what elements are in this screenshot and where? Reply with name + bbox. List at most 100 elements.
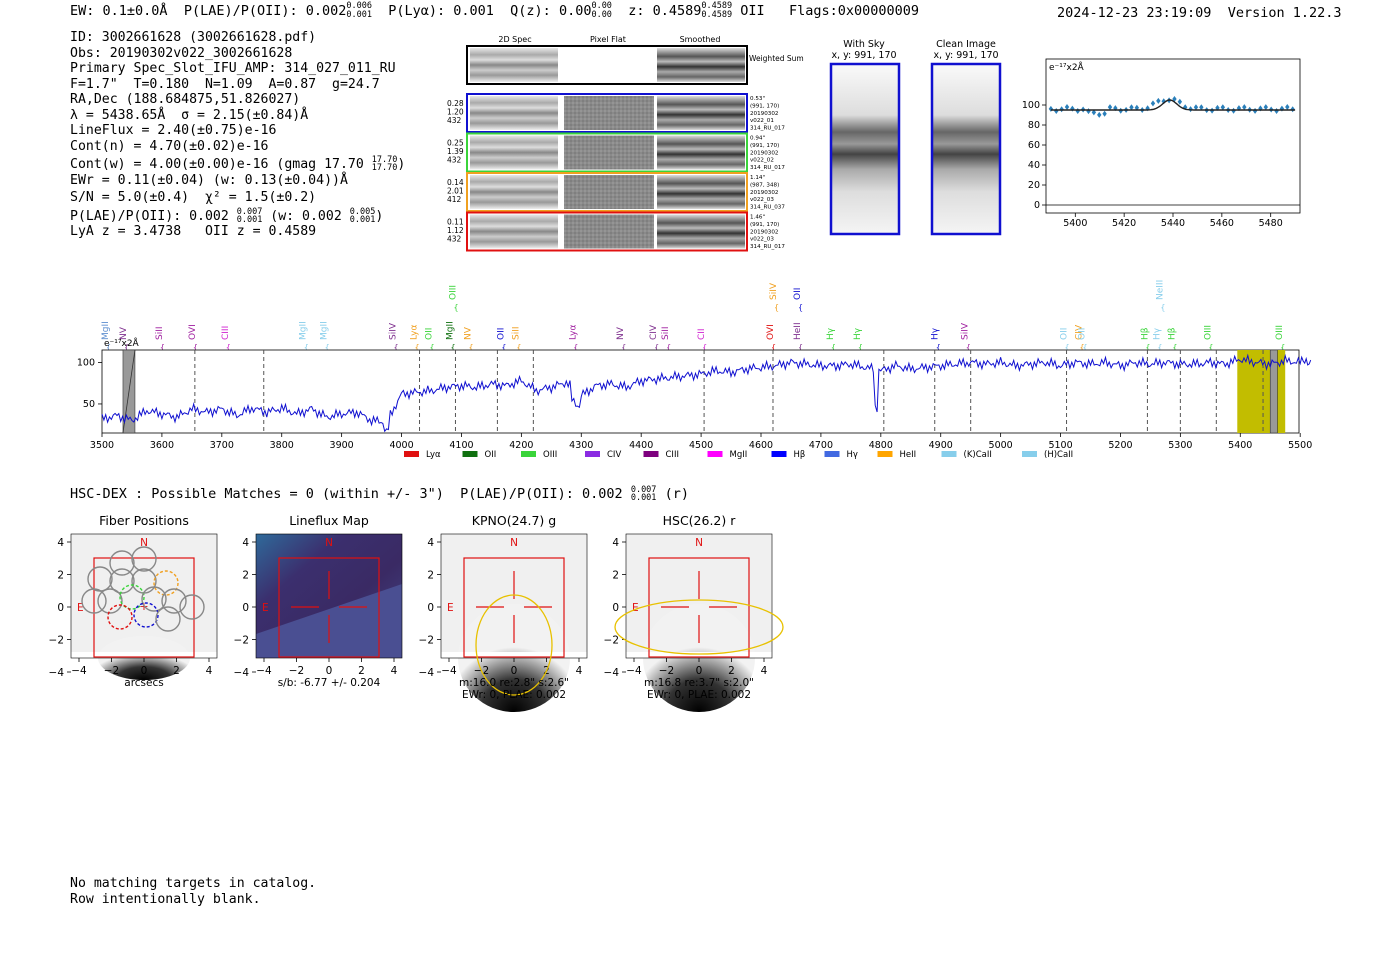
legend-swatch [521, 451, 536, 457]
line-marker-label: OVI [188, 324, 198, 340]
zoom-chart: e⁻¹⁷x2Å 100 80 60 40 20 0 5400 5420 5440 5460 548… [1022, 58, 1301, 229]
panel-ytick-label: 2 [57, 570, 64, 582]
header-z-sup: 0.4589 [701, 1, 733, 11]
zoom-ytick-label: 20 [1028, 180, 1040, 191]
info-plae-w-sup: 0.005 [349, 206, 376, 217]
main-xtick-label: 5300 [1168, 440, 1192, 451]
info-plae-sup: 0.007 [236, 206, 263, 217]
source-ellipse [475, 594, 553, 696]
line-marker-label: SiIV [389, 322, 399, 340]
legend-label: Lyα [426, 450, 441, 460]
zoom-point [1107, 104, 1113, 111]
header-qz: Q(z): 0.00 [510, 3, 592, 19]
panel-ytick-label: −4 [419, 667, 435, 679]
cutout-row-stat: 0.14 [447, 178, 464, 187]
image-panel: HSC(26.2) r 4 2 0 −2 −4 −4 −2 0 2 4 N Em:16.8 re:3.7… [604, 513, 784, 712]
legend-label: Hβ [794, 450, 806, 460]
main-legend: Lyα OII OIII CIV CIII MgII Hβ Hγ HeII (K)CaII (H)C… [404, 450, 1073, 460]
line-marker-brace: { [1157, 343, 1162, 352]
main-xtick-label: 4200 [509, 440, 533, 451]
header-qz-sub: 0.00 [591, 10, 612, 20]
main-xtick-label: 4600 [749, 440, 773, 451]
image-panel: Lineflux Map 4 2 0 −2 −4 −4 −2 0 2 4 N Es/b: -6.77 +… [234, 513, 403, 689]
zoom-xticks: 5400 5420 5440 5460 5480 [1063, 213, 1283, 229]
panel-ytick-label: 4 [427, 537, 434, 549]
cutout-header-2dspec: 2D Spec [498, 35, 531, 44]
cutout-row-smoothed [657, 214, 745, 249]
info-plae: P(LAE)/P(OII): 0.002 [70, 208, 229, 224]
info-ewr: EWr = 0.11(±0.04) (w: 0.13(±0.04))Å [70, 172, 348, 188]
panel-xtick-label: −4 [626, 665, 642, 677]
cutout-row-meta: 20190302 [750, 229, 778, 235]
line-marker-label: OII [793, 288, 803, 300]
info-fiber: F=1.7" T=0.180 N=1.09 A=0.87 g=24.7 [70, 76, 380, 92]
panel-image-edge [626, 652, 772, 658]
cutout-header-pixelflat: Pixel Flat [590, 35, 626, 44]
panel-caption-2: EWr: 0, PLAE: 0.002 [647, 689, 751, 701]
main-unit: e⁻¹⁷x2Å [104, 337, 140, 349]
line-marker-label: OIII [1203, 325, 1213, 340]
line-marker-label: HeII [793, 322, 803, 340]
header-ew: EW: 0.1±0.0Å [70, 3, 168, 19]
info-id: ID: 3002661628 (3002661628.pdf) [70, 30, 317, 45]
line-marker-brace: { [1280, 343, 1285, 352]
cutout-row-smoothed [657, 175, 745, 209]
cutout-row-stat: 432 [447, 116, 462, 125]
line-marker-label: Hγ [853, 327, 863, 340]
panel-xtick-label: 4 [391, 665, 398, 677]
legend-swatch [941, 451, 957, 457]
header-plya: P(Lyα): 0.001 [388, 3, 494, 19]
panel-caption-1: arcsecs [124, 677, 163, 689]
cutout-row-meta: 0.94" [750, 136, 765, 142]
zoom-xtick-label: 5480 [1259, 218, 1283, 229]
legend-swatch [824, 451, 840, 457]
cutout-header-smoothed: Smoothed [680, 35, 721, 44]
info-contw-sup: 17.70 [371, 155, 398, 165]
line-labels: MgII{NV{SiII{OVI{CIII{MgII{MgII{SiIV{Lyα… [101, 280, 1285, 352]
compass-e: E [447, 602, 454, 614]
legend-label: (K)CaII [964, 450, 992, 460]
cutout-row-stat: 432 [447, 235, 462, 244]
panel-ytick-label: −2 [49, 635, 64, 647]
compass-n: N [140, 537, 148, 549]
panel-ytick-label: 0 [427, 602, 434, 614]
line-marker-brace: { [1208, 343, 1213, 352]
main-bands [122, 349, 1286, 434]
fiber-circle [109, 568, 135, 594]
line-marker-label: NeIII [1155, 280, 1165, 300]
legend-label: OIII [543, 450, 557, 460]
line-marker-brace: { [654, 343, 659, 352]
line-marker-brace: { [1083, 343, 1088, 352]
info-obs: Obs: 20190302v022_3002661628 [70, 45, 293, 61]
panel-ytick-label: 2 [427, 570, 434, 582]
main-spectrum-chart: MgII{NV{SiII{OVI{CIII{MgII{MgII{SiIV{Lyα… [77, 280, 1312, 460]
line-marker-brace: { [415, 343, 420, 352]
compass-e: E [632, 602, 639, 614]
line-marker-label: SiII [661, 326, 671, 340]
cutout-row-meta: v022_02 [750, 158, 774, 164]
zoom-point [1231, 107, 1236, 114]
line-marker-brace: { [1065, 343, 1070, 352]
cutout-row-meta: (991, 170) [750, 103, 779, 109]
header-plae-sup: 0.006 [346, 1, 372, 11]
main-xtick-label: 5100 [1048, 440, 1072, 451]
cutout-row-meta: v022_01 [750, 118, 774, 124]
header-summary: EW: 0.1±0.0Å P(LAE)/P(OII): 0.0020.006 0.… [70, 2, 919, 20]
line-marker-label: OIII [1275, 325, 1285, 340]
panel-xtick-label: 4 [206, 665, 213, 677]
cutout-row-meta: v022_03 [750, 197, 774, 203]
aperture-box [463, 557, 565, 658]
panel-xtick-label: 0 [511, 665, 518, 677]
aperture-box [93, 557, 195, 658]
line-marker-label: Hβ [1167, 327, 1177, 340]
main-xtick-label: 5500 [1288, 440, 1312, 451]
fiber-circle [107, 604, 133, 630]
panel-xtick-label: −2 [289, 665, 304, 677]
main-xtick-label: 3600 [150, 440, 174, 451]
legend-swatch [643, 451, 659, 457]
cutout-row-smoothed [657, 96, 745, 130]
with-sky-image [829, 62, 901, 236]
line-marker-label: OVI [766, 324, 776, 340]
line-marker-brace: { [798, 303, 803, 312]
cutout-row-spec [470, 214, 558, 249]
